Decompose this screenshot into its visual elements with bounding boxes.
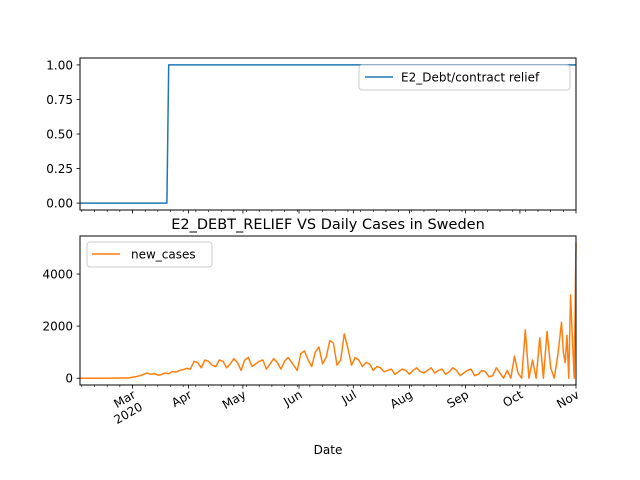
top-y-tick-label: 0.00 bbox=[46, 197, 73, 211]
bottom-axes-frame bbox=[79, 235, 577, 386]
top-legend: E2_Debt/contract relief bbox=[358, 64, 571, 91]
x-tick-label-line: Jul bbox=[338, 387, 358, 407]
bottom-legend-box bbox=[86, 241, 213, 268]
top-axes: 0.00 0.25 0.50 0.75 1.00 E2_Debt/contract re… bbox=[46, 57, 577, 214]
chart-title: E2_DEBT_RELIEF VS Daily Cases in Sweden bbox=[171, 217, 485, 233]
bottom-y-tick-label: 2000 bbox=[42, 320, 73, 334]
bottom-y-ticks: 0 2000 4000 bbox=[42, 268, 80, 386]
top-y-tick-label: 0.50 bbox=[46, 128, 73, 142]
bottom-series-line bbox=[80, 242, 577, 379]
bottom-legend: new_cases bbox=[86, 241, 213, 268]
x-axis-label: Date bbox=[314, 443, 343, 457]
top-y-ticks: 0.00 0.25 0.50 0.75 1.00 bbox=[46, 58, 80, 211]
top-x-ticks bbox=[81, 210, 577, 214]
x-tick-label: Jul bbox=[338, 387, 358, 407]
bottom-y-tick-label: 0 bbox=[65, 372, 73, 386]
bottom-legend-label: new_cases bbox=[131, 248, 196, 262]
top-legend-label: E2_Debt/contract relief bbox=[401, 71, 540, 85]
top-y-tick-label: 1.00 bbox=[46, 58, 73, 72]
bottom-series-lines bbox=[80, 242, 577, 379]
top-y-tick-label: 0.75 bbox=[46, 93, 73, 107]
top-y-tick-label: 0.25 bbox=[46, 162, 73, 176]
top-legend-box bbox=[358, 64, 571, 91]
bottom-y-tick-label: 4000 bbox=[42, 268, 73, 282]
